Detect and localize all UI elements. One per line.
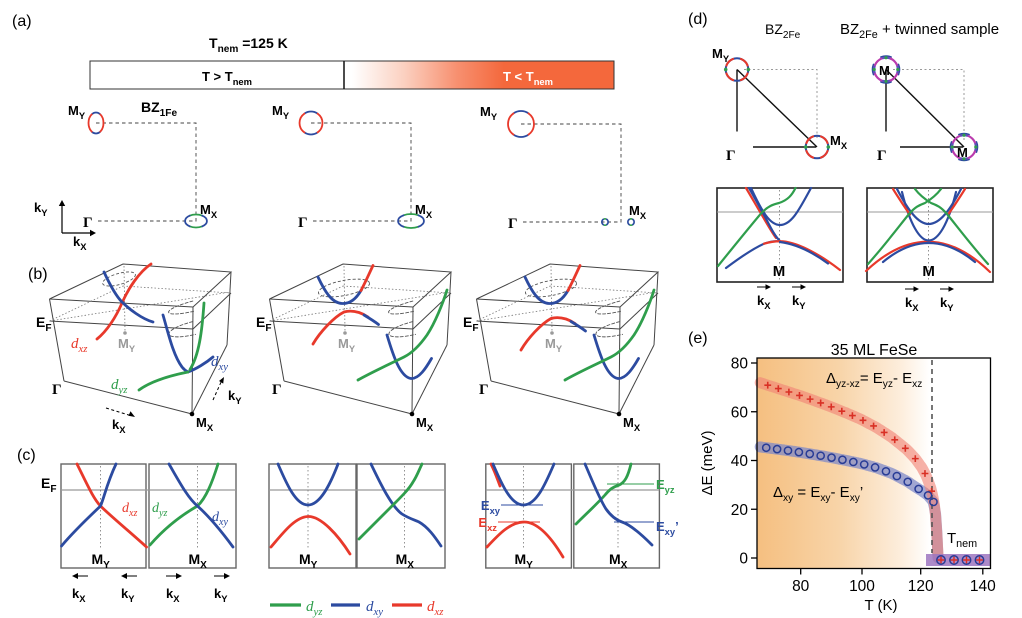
svg-text:MY: MY [545, 336, 563, 354]
svg-text:80: 80 [792, 578, 810, 595]
svg-text:Γ: Γ [479, 382, 489, 398]
svg-text:Exy’: Exy’ [656, 519, 679, 537]
svg-text:MY: MY [515, 551, 534, 571]
svg-text:MX: MX [830, 133, 848, 151]
svg-text:120: 120 [908, 578, 934, 595]
svg-text:T (K): T (K) [864, 597, 897, 614]
svg-text:kY: kY [792, 293, 806, 311]
svg-text:Exz: Exz [478, 515, 497, 533]
svg-text:100: 100 [849, 578, 875, 595]
svg-text:kY: kY [214, 586, 228, 604]
svg-text:kY: kY [228, 388, 242, 406]
svg-text:Δxy = Exy- Exy’: Δxy = Exy- Exy’ [773, 484, 863, 504]
svg-text:dxy: dxy [212, 510, 228, 528]
svg-text:kX: kX [112, 417, 126, 435]
svg-text:Γ: Γ [877, 148, 887, 164]
svg-text:Γ: Γ [52, 382, 62, 398]
svg-text:MX: MX [623, 415, 641, 433]
svg-text:(e): (e) [688, 330, 708, 347]
svg-text:dxz: dxz [427, 599, 444, 618]
svg-text:(b): (b) [28, 266, 48, 283]
svg-text:MX: MX [200, 202, 218, 220]
svg-text:60: 60 [731, 404, 749, 421]
svg-text:ΔE (meV): ΔE (meV) [699, 430, 716, 495]
svg-text:80: 80 [731, 356, 749, 373]
svg-text:MX: MX [196, 415, 214, 433]
svg-text:MX: MX [416, 415, 434, 433]
svg-text:M: M [879, 63, 890, 78]
svg-text:Δyz-xz= Eyz- Exz: Δyz-xz= Eyz- Exz [826, 370, 922, 390]
svg-text:kX: kX [166, 586, 180, 604]
svg-text:dxz: dxz [122, 501, 137, 519]
svg-text:BZ2Fe + twinned sample: BZ2Fe + twinned sample [840, 21, 999, 41]
svg-text:EF: EF [256, 314, 272, 334]
svg-text:MY: MY [480, 104, 498, 122]
svg-text:T > Tnem: T > Tnem [202, 69, 252, 87]
svg-text:Γ: Γ [726, 148, 736, 164]
svg-text:dyz: dyz [111, 377, 128, 396]
svg-text:MX: MX [609, 551, 628, 571]
svg-text:EF: EF [463, 314, 479, 334]
svg-text:kX: kX [905, 295, 919, 313]
svg-text:(c): (c) [17, 447, 36, 464]
svg-text:MY: MY [92, 551, 111, 571]
svg-text:MY: MY [712, 46, 730, 64]
svg-text:kY: kY [940, 295, 954, 313]
svg-text:MY: MY [299, 551, 318, 571]
svg-text:kX: kX [757, 293, 771, 311]
svg-text:Tnem: Tnem [947, 530, 977, 550]
svg-text:MX: MX [396, 551, 415, 571]
svg-text:dxz: dxz [71, 336, 88, 355]
svg-text:dxy: dxy [211, 354, 228, 373]
svg-text:Eyz: Eyz [656, 477, 675, 495]
svg-text:kY: kY [34, 200, 48, 218]
svg-text:MX: MX [629, 203, 647, 221]
svg-text:(a): (a) [12, 13, 32, 30]
svg-text:BZ2Fe: BZ2Fe [765, 21, 801, 41]
svg-text:M: M [922, 263, 935, 280]
svg-text:0: 0 [739, 551, 748, 568]
svg-text:MX: MX [189, 551, 208, 571]
svg-text:Tnem =125 K: Tnem =125 K [209, 35, 288, 55]
svg-text:140: 140 [970, 578, 996, 595]
svg-text:M: M [957, 145, 968, 160]
svg-text:M: M [773, 263, 786, 280]
svg-text:Γ: Γ [272, 382, 282, 398]
svg-text:EF: EF [41, 475, 57, 495]
svg-text:BZ1Fe: BZ1Fe [141, 99, 177, 119]
svg-text:MY: MY [338, 336, 356, 354]
svg-text:dyz: dyz [306, 599, 323, 618]
svg-text:20: 20 [731, 502, 749, 519]
svg-text:T < Tnem: T < Tnem [503, 69, 553, 87]
svg-text:35 ML FeSe: 35 ML FeSe [831, 342, 918, 359]
svg-text:(d): (d) [688, 11, 708, 28]
svg-text:kX: kX [72, 586, 86, 604]
svg-text:MX: MX [415, 202, 433, 220]
svg-text:kX: kX [73, 234, 87, 252]
svg-text:kY: kY [121, 586, 135, 604]
svg-text:Γ: Γ [298, 215, 308, 231]
svg-text:MY: MY [272, 103, 290, 121]
svg-text:MY: MY [118, 336, 136, 354]
svg-text:Γ: Γ [83, 215, 93, 231]
svg-text:MY: MY [68, 103, 86, 121]
svg-text:EF: EF [36, 314, 52, 334]
svg-text:Exy: Exy [481, 498, 501, 516]
svg-text:dyz: dyz [152, 501, 167, 519]
svg-text:40: 40 [731, 453, 749, 470]
svg-text:dxy: dxy [366, 599, 383, 618]
svg-text:Γ: Γ [508, 216, 518, 232]
